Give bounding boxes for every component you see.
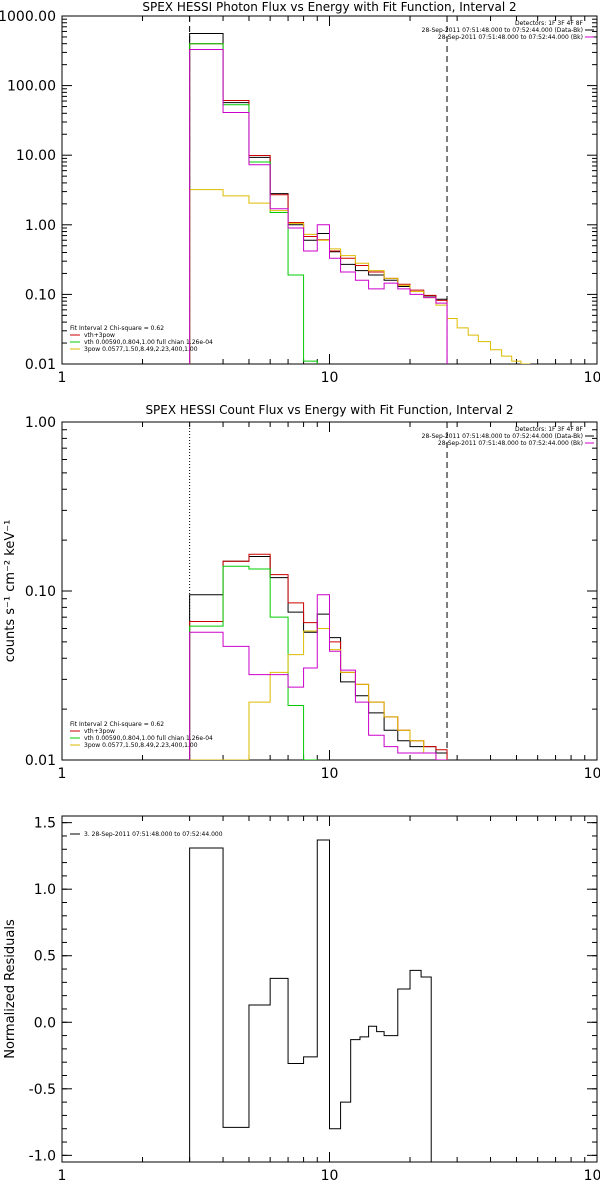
info-text: 28-Sep-2011 07:51:48.000 to 07:52:44.000…	[422, 433, 583, 440]
legend-entry: 3pow 0.0577,1.50,8.49,2.23,400,1.00	[84, 742, 198, 749]
y-tick-label: 100.00	[7, 79, 56, 95]
y-tick-label: 1.0	[34, 882, 56, 898]
chart-title: SPEX HESSI Photon Flux vs Energy with Fi…	[142, 0, 516, 14]
y-tick-label: 1000.00	[0, 9, 56, 25]
legend-title: Fit Interval 2 Chi-square = 0.62	[70, 721, 164, 728]
legend-entry: vth+3pow	[84, 332, 115, 339]
series-4-histogram	[189, 594, 448, 760]
legend-entry: vth 0.00590,0.804,1.00 full chian 1.26e-…	[84, 339, 213, 346]
chart-title: SPEX HESSI Count Flux vs Energy with Fit…	[145, 403, 513, 417]
info-text: 28-Sep-2011 07:51:48.000 to 07:52:44.000…	[422, 27, 583, 34]
series-3-histogram	[189, 627, 448, 760]
legend-entry: 3. 28-Sep-2011 07:51:48.000 to 07:52:44.…	[84, 831, 223, 838]
legend-title: Fit Interval 2 Chi-square = 0.62	[70, 325, 164, 332]
y-tick-label: -0.5	[29, 1082, 56, 1098]
x-tick-label: 100	[584, 370, 600, 386]
photon-flux-panel: SPEX HESSI Photon Flux vs Energy with Fi…	[0, 0, 600, 386]
info-text: Detectors: 1F 3F 4F 8F	[515, 426, 584, 433]
info-text: 28-Sep-2011 07:51:48.000 to 07:52:44.000…	[438, 440, 583, 447]
series-1-histogram	[189, 553, 448, 760]
series-4-histogram	[189, 49, 448, 364]
count-flux-panel: SPEX HESSI Count Flux vs Energy with Fit…	[3, 403, 600, 782]
series-2-histogram	[189, 43, 318, 364]
series-3-histogram	[189, 189, 531, 364]
y-tick-label: 10.00	[16, 148, 56, 164]
y-tick-label: 1.00	[25, 415, 56, 431]
x-tick-label: 10	[321, 1168, 339, 1184]
x-tick-label: 100	[584, 1168, 600, 1184]
x-tick-label: 10	[321, 370, 339, 386]
y-tick-label: 0.10	[25, 287, 56, 303]
plot-frame	[61, 421, 598, 761]
y-tick-label: 0.10	[25, 584, 56, 600]
legend-entry: vth 0.00590,0.804,1.00 full chian 1.26e-…	[84, 735, 213, 742]
info-text: Detectors: 1F 3F 4F 8F	[515, 20, 584, 27]
legend-entry: 3pow 0.0577,1.50,8.49,2.23,400,1.00	[84, 346, 198, 353]
legend-entry: vth+3pow	[84, 728, 115, 735]
y-tick-label: 1.00	[25, 218, 56, 234]
plot-frame	[61, 15, 598, 365]
x-tick-label: 1	[58, 370, 67, 386]
y-tick-label: 0.5	[34, 949, 56, 965]
y-tick-label: 0.01	[25, 753, 56, 769]
series-1-histogram	[189, 43, 448, 364]
residuals-panel: 1 10 100 -1.0 -0.5 0.0 0.5 1.0 1.5 Normalized Res…	[3, 815, 600, 1184]
x-tick-label: 1	[58, 766, 67, 782]
y-tick-label: 1.5	[34, 816, 56, 832]
y-tick-label: -1.0	[29, 1148, 56, 1164]
y-tick-label: 0.01	[25, 357, 56, 373]
series-0-histogram	[189, 33, 448, 364]
series-2-histogram	[189, 565, 318, 760]
x-tick-label: 1	[58, 1168, 67, 1184]
series-0-histogram	[189, 839, 432, 1162]
y-tick-label: 0.0	[34, 1015, 56, 1031]
series-0-histogram	[189, 556, 448, 760]
x-tick-label: 100	[584, 766, 600, 782]
y-axis-label: Normalized Residuals	[3, 919, 18, 1059]
y-axis-label: counts s⁻¹ cm⁻² keV⁻¹	[3, 520, 18, 663]
info-text: 28-Sep-2011 07:51:48.000 to 07:52:44.000…	[438, 34, 583, 41]
x-tick-label: 10	[321, 766, 339, 782]
